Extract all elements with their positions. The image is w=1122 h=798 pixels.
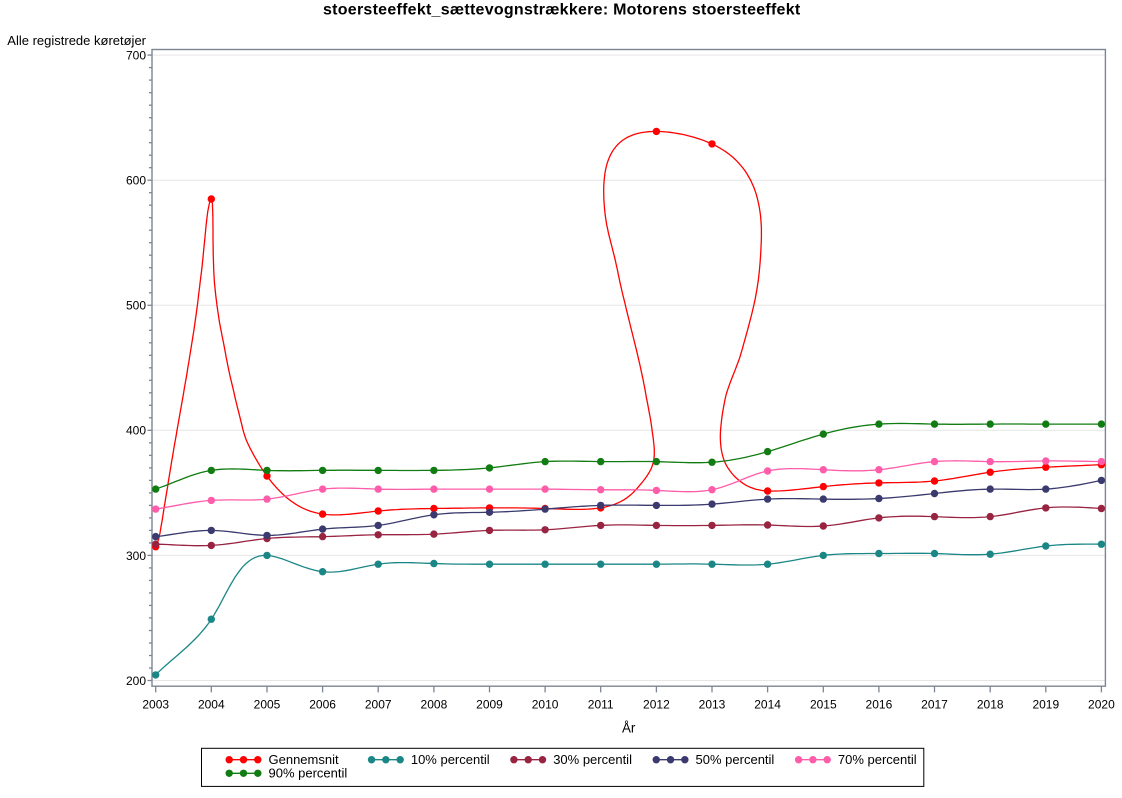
svg-text:70% percentil: 70% percentil [838, 752, 917, 767]
svg-text:2017: 2017 [921, 697, 948, 711]
svg-text:700: 700 [126, 49, 146, 63]
svg-text:50% percentil: 50% percentil [696, 752, 775, 767]
svg-text:2006: 2006 [309, 697, 336, 711]
svg-text:200: 200 [126, 674, 146, 688]
svg-text:500: 500 [126, 299, 146, 313]
svg-text:2020: 2020 [1088, 697, 1115, 711]
svg-text:2009: 2009 [476, 697, 503, 711]
svg-text:600: 600 [126, 174, 146, 188]
svg-text:2016: 2016 [866, 697, 893, 711]
svg-text:Gennemsnit: Gennemsnit [269, 752, 339, 767]
svg-text:400: 400 [126, 424, 146, 438]
svg-text:2013: 2013 [699, 697, 726, 711]
svg-text:2014: 2014 [754, 697, 781, 711]
svg-text:2007: 2007 [365, 697, 392, 711]
svg-text:2005: 2005 [254, 697, 281, 711]
svg-text:Alle registrede køretøjer: Alle registrede køretøjer [7, 33, 146, 48]
svg-text:2004: 2004 [198, 697, 225, 711]
svg-text:2010: 2010 [532, 697, 559, 711]
svg-text:2019: 2019 [1032, 697, 1059, 711]
svg-text:2008: 2008 [421, 697, 448, 711]
svg-text:stoersteeffekt_sættevognstrækk: stoersteeffekt_sættevognstrækkere: Motor… [323, 2, 801, 19]
svg-text:2015: 2015 [810, 697, 837, 711]
svg-text:10% percentil: 10% percentil [411, 752, 490, 767]
svg-text:30% percentil: 30% percentil [553, 752, 632, 767]
svg-text:90% percentil: 90% percentil [269, 766, 348, 781]
svg-text:2012: 2012 [643, 697, 670, 711]
svg-text:2018: 2018 [977, 697, 1004, 711]
svg-text:300: 300 [126, 549, 146, 563]
svg-text:2011: 2011 [588, 697, 614, 711]
svg-text:2003: 2003 [142, 697, 169, 711]
svg-text:År: År [622, 721, 636, 736]
